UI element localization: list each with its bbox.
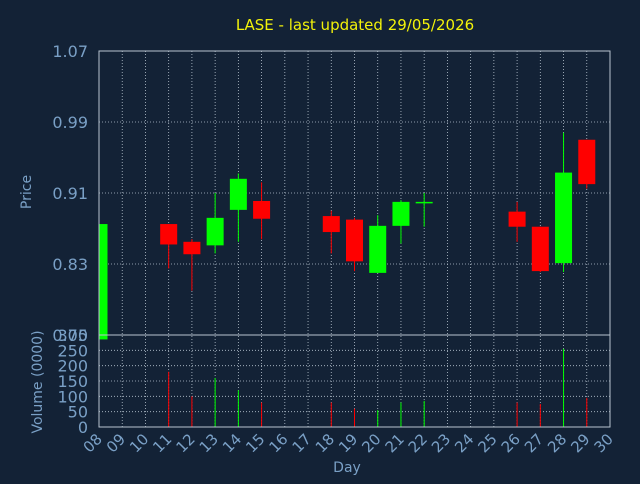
chart-title: LASE - last updated 29/05/2026 (236, 16, 474, 34)
price-candles (98, 132, 596, 340)
volume-tick-label: 150 (57, 372, 88, 391)
volume-tick-label: 300 (57, 326, 88, 345)
volume-tick-label: 250 (57, 341, 88, 360)
candle-body (555, 172, 573, 264)
candle-body (99, 224, 108, 340)
volume-tick-label: 100 (57, 387, 88, 406)
price-tick-label: 0.99 (52, 113, 88, 132)
candle-body (229, 178, 247, 210)
candle-body (531, 226, 549, 272)
candle-body (369, 225, 387, 273)
price-tick-label: 1.07 (52, 42, 88, 61)
candle-body (206, 217, 224, 246)
candle-body (183, 241, 201, 255)
candle-body (160, 224, 178, 245)
volume-tick-label: 50 (68, 403, 88, 422)
volume-axis-label: Volume (0000) (30, 330, 46, 433)
x-axis-label: Day (333, 460, 361, 476)
candle-body (508, 211, 526, 227)
price-tick-label: 0.75 (52, 326, 88, 345)
price-axis-label: Price (19, 175, 35, 209)
volume-panel-frame (98, 334, 611, 428)
price-tick-label: 0.83 (52, 255, 88, 274)
candle-body (253, 200, 271, 219)
x-tick-label: 30 (591, 430, 617, 456)
candle-body (578, 139, 596, 185)
price-tick-label: 0.91 (52, 184, 88, 203)
candle-body (415, 201, 433, 204)
volume-tick-label: 200 (57, 357, 88, 376)
candle-body (392, 201, 410, 226)
volume-bars (168, 348, 588, 427)
candle-body (346, 219, 363, 262)
volume-tick-label: 0 (78, 418, 88, 437)
candle-body (322, 216, 340, 233)
